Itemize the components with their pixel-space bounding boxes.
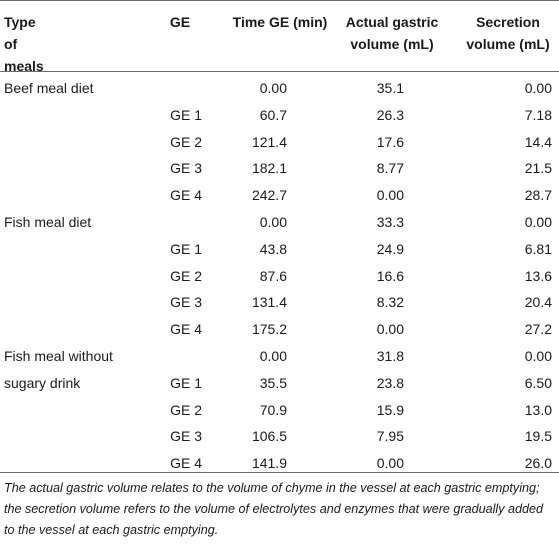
cell-actual: 15.9 (376, 401, 404, 418)
cell-time: 141.9 (251, 455, 287, 472)
table-footnote: The actual gastric volume relates to the… (4, 481, 544, 537)
cell-actual: 35.1 (376, 80, 404, 96)
header-actual-line1: Actual gastric (345, 14, 439, 30)
cell-secretion: 14.4 (524, 133, 552, 150)
header-secretion-line2: volume (mL) (466, 36, 550, 52)
header-rule (0, 71, 559, 72)
cell-time: 87.6 (259, 267, 287, 284)
cell-secretion: 6.50 (524, 374, 552, 391)
cell-secretion: 7.18 (524, 106, 552, 123)
table-row: GE 3 182.1 8.77 21.5 (0, 155, 559, 182)
cell-actual: 0.00 (376, 321, 404, 338)
cell-ge: GE 1 (170, 240, 202, 257)
cell-ge: GE 3 (170, 160, 202, 177)
cell-actual: 26.3 (376, 106, 404, 123)
cell-actual: 8.77 (376, 160, 404, 177)
table-row: Fish meal without 0.00 31.8 0.00 (0, 343, 559, 370)
table-row: GE 2 87.6 16.6 13.6 (0, 263, 559, 290)
header-secretion-line1: Secretion (476, 14, 540, 30)
header-ge: GE (169, 14, 191, 30)
header-actual-line2: volume (mL) (350, 36, 434, 52)
cell-secretion: 13.0 (524, 401, 552, 418)
cell-actual: 0.00 (376, 187, 404, 204)
table-row: Beef meal diet 0.00 35.1 0.00 (0, 75, 559, 102)
cell-time: 35.5 (259, 374, 287, 391)
cell-ge: GE 2 (170, 133, 202, 150)
table-body: Beef meal diet 0.00 35.1 0.00 GE 1 60.7 … (0, 75, 559, 477)
cell-time: 175.2 (251, 321, 287, 338)
cell-secretion: 27.2 (524, 321, 552, 338)
cell-secretion: 0.00 (524, 347, 552, 364)
cell-meal: Fish meal diet (4, 213, 92, 230)
cell-meal: Fish meal without (4, 347, 113, 364)
table-row: GE 1 60.7 26.3 7.18 (0, 102, 559, 129)
table-row: GE 2 121.4 17.6 14.4 (0, 129, 559, 156)
cell-time: 106.5 (251, 428, 287, 445)
table-row: GE 4 141.9 0.00 26.0 (0, 450, 559, 477)
cell-meal: sugary drink (4, 374, 81, 391)
cell-secretion: 13.6 (524, 267, 552, 284)
cell-ge: GE 1 (170, 106, 202, 123)
cell-time: 70.9 (259, 401, 287, 418)
table-row: GE 1 43.8 24.9 6.81 (0, 236, 559, 263)
table-row: GE 3 106.5 7.95 19.5 (0, 423, 559, 450)
cell-actual: 8.32 (376, 294, 404, 311)
cell-meal: Beef meal diet (4, 80, 94, 96)
cell-ge: GE 4 (170, 187, 202, 204)
cell-actual: 23.8 (376, 374, 404, 391)
header-time-ge: Time GE (min) (232, 14, 328, 30)
cell-secretion: 26.0 (524, 455, 552, 472)
cell-time: 0.00 (259, 347, 287, 364)
cell-secretion: 21.5 (524, 160, 552, 177)
cell-actual: 24.9 (376, 240, 404, 257)
bottom-rule (0, 472, 559, 473)
cell-actual: 17.6 (376, 133, 404, 150)
table-row: GE 3 131.4 8.32 20.4 (0, 289, 559, 316)
cell-ge: GE 2 (170, 401, 202, 418)
cell-actual: 16.6 (376, 267, 404, 284)
cell-time: 182.1 (251, 160, 287, 177)
cell-ge: GE 2 (170, 267, 202, 284)
cell-secretion: 28.7 (524, 187, 552, 204)
cell-actual: 0.00 (376, 455, 404, 472)
table-row: GE 2 70.9 15.9 13.0 (0, 397, 559, 424)
cell-secretion: 0.00 (524, 213, 552, 230)
cell-time: 131.4 (251, 294, 287, 311)
cell-time: 121.4 (251, 133, 287, 150)
table-row: sugary drink GE 1 35.5 23.8 6.50 (0, 370, 559, 397)
cell-time: 60.7 (259, 106, 287, 123)
cell-time: 242.7 (251, 187, 287, 204)
header-secretion-volume: Secretion volume (mL) (458, 11, 558, 55)
cell-actual: 7.95 (376, 428, 404, 445)
cell-ge: GE 1 (170, 374, 202, 391)
table-row: GE 4 242.7 0.00 28.7 (0, 182, 559, 209)
cell-ge: GE 3 (170, 428, 202, 445)
cell-secretion: 6.81 (524, 240, 552, 257)
cell-secretion: 19.5 (524, 428, 552, 445)
cell-ge: GE 4 (170, 455, 202, 472)
cell-time: 0.00 (259, 213, 287, 230)
cell-ge: GE 4 (170, 321, 202, 338)
cell-secretion: 0.00 (524, 80, 552, 96)
cell-time: 43.8 (259, 240, 287, 257)
cell-actual: 31.8 (376, 347, 404, 364)
header-actual-gastric-volume: Actual gastric volume (mL) (332, 11, 452, 55)
top-rule (0, 0, 559, 1)
table-row: GE 4 175.2 0.00 27.2 (0, 316, 559, 343)
cell-time: 0.00 (259, 80, 287, 96)
cell-secretion: 20.4 (524, 294, 552, 311)
cell-actual: 33.3 (376, 213, 404, 230)
cell-ge: GE 3 (170, 294, 202, 311)
header-type-of-meals: Type of meals (4, 14, 44, 74)
table-row: Fish meal diet 0.00 33.3 0.00 (0, 209, 559, 236)
